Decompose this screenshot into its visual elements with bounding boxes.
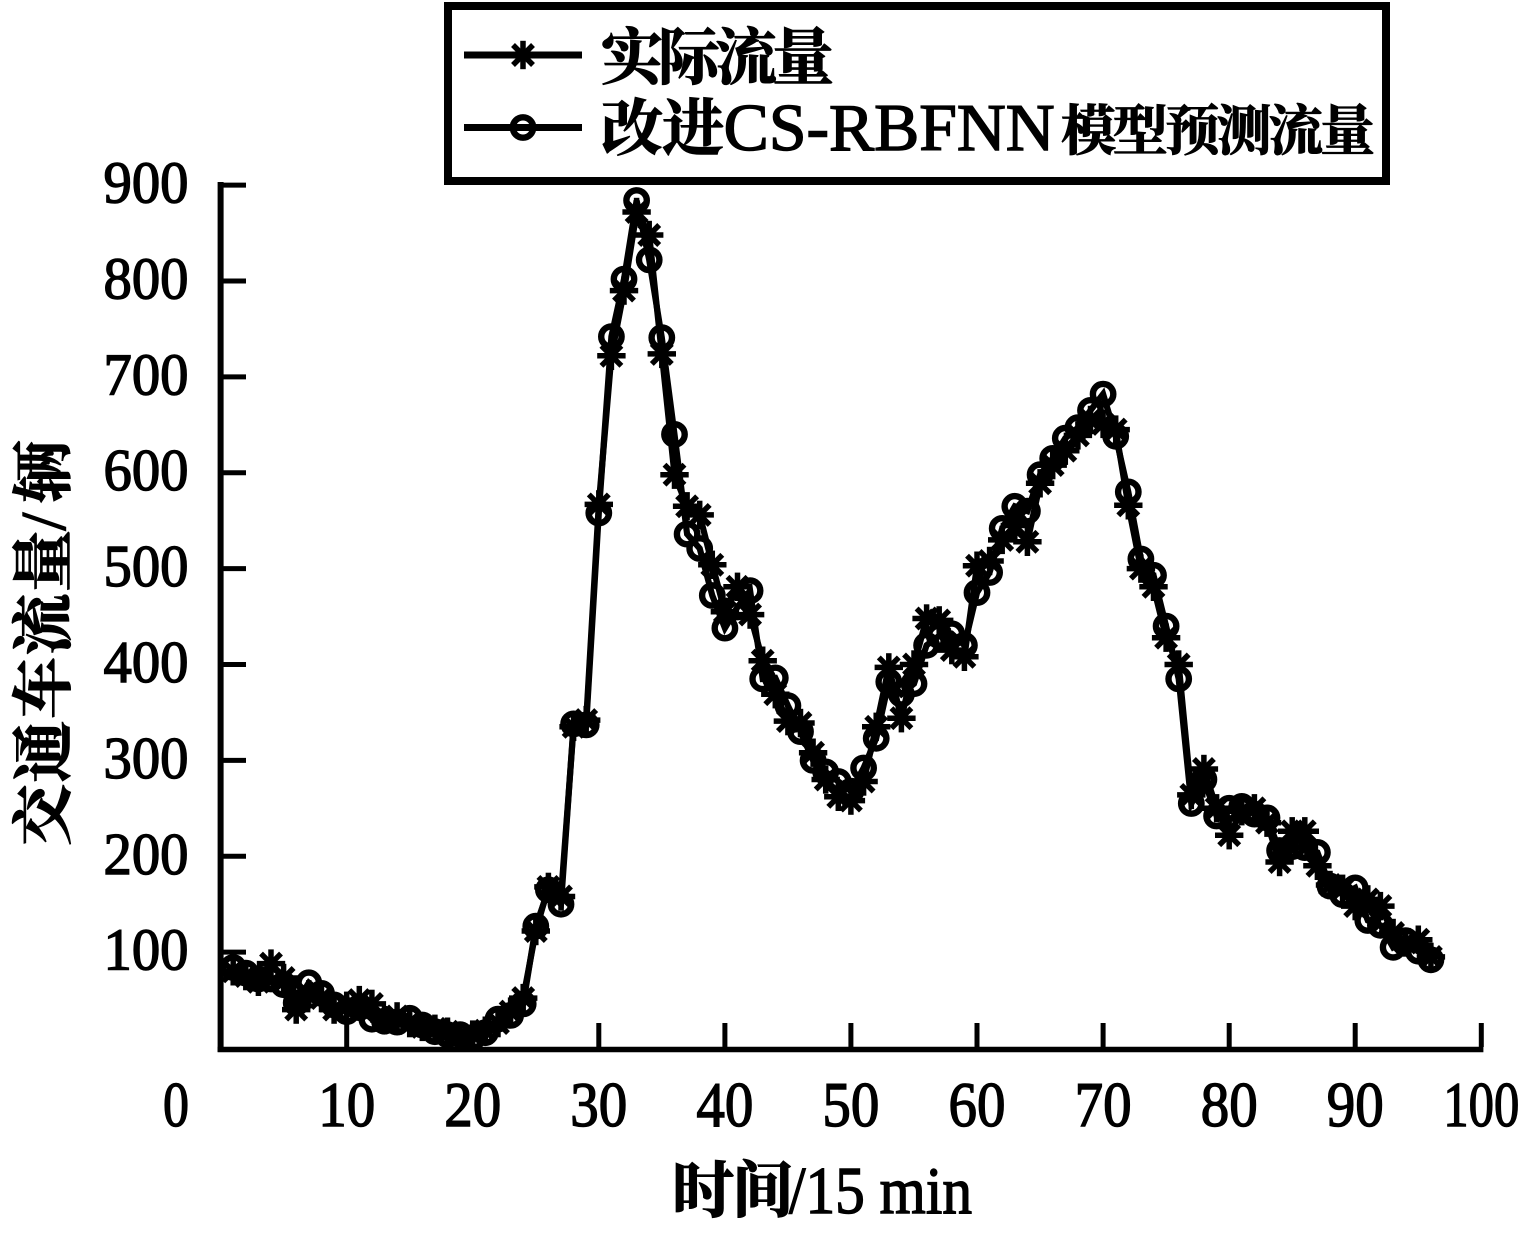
svg-text:CS-RBFNN: CS-RBFNN bbox=[724, 91, 1055, 165]
svg-text:200: 200 bbox=[104, 821, 189, 887]
svg-text:700: 700 bbox=[104, 341, 189, 407]
svg-text:80: 80 bbox=[1201, 1069, 1258, 1140]
svg-text:0: 0 bbox=[163, 1069, 189, 1140]
svg-text:20: 20 bbox=[444, 1069, 501, 1140]
svg-text:600: 600 bbox=[104, 437, 189, 503]
svg-text:100: 100 bbox=[104, 917, 189, 983]
svg-text:60: 60 bbox=[949, 1069, 1006, 1140]
svg-text:500: 500 bbox=[104, 533, 189, 599]
svg-text:90: 90 bbox=[1327, 1069, 1384, 1140]
svg-text:40: 40 bbox=[696, 1069, 753, 1140]
svg-text:100: 100 bbox=[1443, 1069, 1519, 1140]
svg-text:800: 800 bbox=[104, 246, 189, 312]
svg-text:30: 30 bbox=[570, 1069, 627, 1140]
svg-text:/15 min: /15 min bbox=[789, 1154, 972, 1228]
svg-text:70: 70 bbox=[1075, 1069, 1132, 1140]
svg-text:50: 50 bbox=[822, 1069, 879, 1140]
svg-text:900: 900 bbox=[104, 150, 189, 216]
svg-text:400: 400 bbox=[104, 629, 189, 695]
svg-text:/: / bbox=[8, 513, 79, 531]
svg-text:10: 10 bbox=[318, 1069, 375, 1140]
svg-text:300: 300 bbox=[104, 725, 189, 791]
